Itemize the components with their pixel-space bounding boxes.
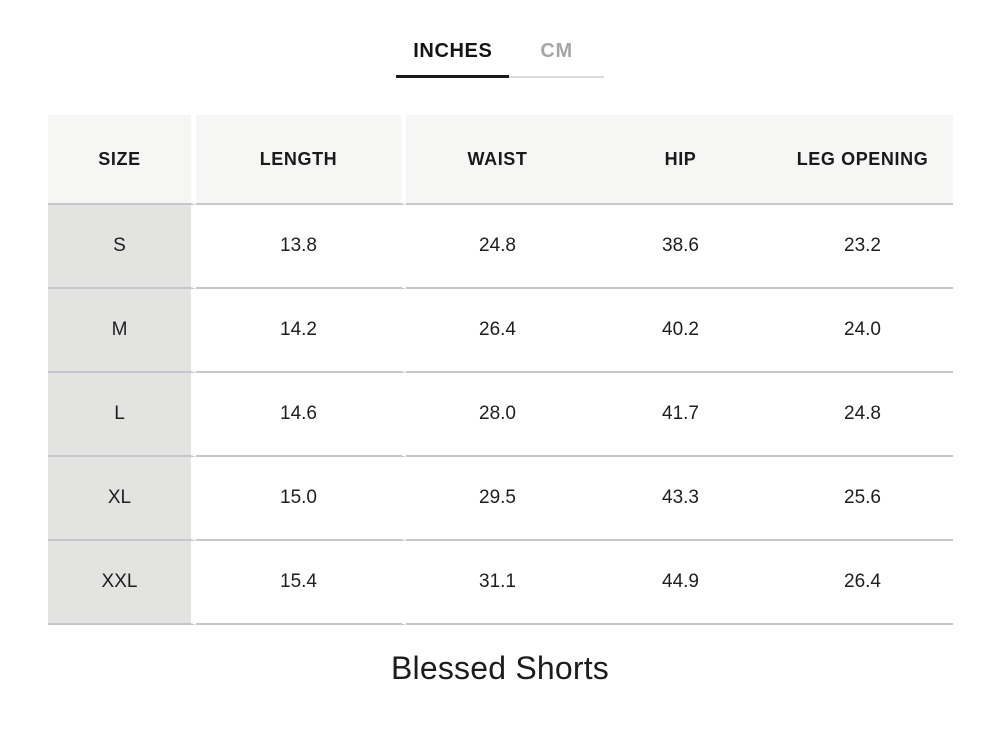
table-row-s: S 13.8 24.8 38.6 23.2: [48, 205, 953, 289]
size-label: XXL: [48, 541, 196, 625]
column-header-length: LENGTH: [196, 115, 406, 205]
waist-value: 26.4: [406, 289, 589, 373]
length-value: 15.4: [196, 541, 406, 625]
hip-value: 40.2: [589, 289, 772, 373]
table-row-l: L 14.6 28.0 41.7 24.8: [48, 373, 953, 457]
size-label: L: [48, 373, 196, 457]
table-row-m: M 14.2 26.4 40.2 24.0: [48, 289, 953, 373]
column-header-leg-opening: LEG OPENING: [772, 115, 953, 205]
column-header-size: SIZE: [48, 115, 196, 205]
size-label: XL: [48, 457, 196, 541]
size-label: S: [48, 205, 196, 289]
column-header-waist: WAIST: [406, 115, 589, 205]
waist-value: 28.0: [406, 373, 589, 457]
leg-opening-value: 26.4: [772, 541, 953, 625]
size-chart-table: SIZE LENGTH WAIST HIP LEG OPENING S 13.8…: [48, 115, 953, 625]
waist-value: 29.5: [406, 457, 589, 541]
hip-value: 41.7: [589, 373, 772, 457]
length-value: 13.8: [196, 205, 406, 289]
table-row-xxl: XXL 15.4 31.1 44.9 26.4: [48, 541, 953, 625]
product-title: Blessed Shorts: [390, 650, 610, 686]
length-value: 14.6: [196, 373, 406, 457]
size-chart-header-row: SIZE LENGTH WAIST HIP LEG OPENING: [48, 115, 953, 205]
length-value: 15.0: [196, 457, 406, 541]
unit-tabbar: INCHES CM: [0, 30, 1000, 78]
leg-opening-value: 25.6: [772, 457, 953, 541]
size-label: M: [48, 289, 196, 373]
column-header-hip: HIP: [589, 115, 772, 205]
length-value: 14.2: [196, 289, 406, 373]
tab-inches[interactable]: INCHES: [396, 30, 510, 78]
table-row-xl: XL 15.0 29.5 43.3 25.6: [48, 457, 953, 541]
hip-value: 38.6: [589, 205, 772, 289]
hip-value: 44.9: [589, 541, 772, 625]
leg-opening-value: 24.0: [772, 289, 953, 373]
waist-value: 24.8: [406, 205, 589, 289]
leg-opening-value: 24.8: [772, 373, 953, 457]
tab-cm[interactable]: CM: [509, 30, 604, 78]
hip-value: 43.3: [589, 457, 772, 541]
leg-opening-value: 23.2: [772, 205, 953, 289]
waist-value: 31.1: [406, 541, 589, 625]
